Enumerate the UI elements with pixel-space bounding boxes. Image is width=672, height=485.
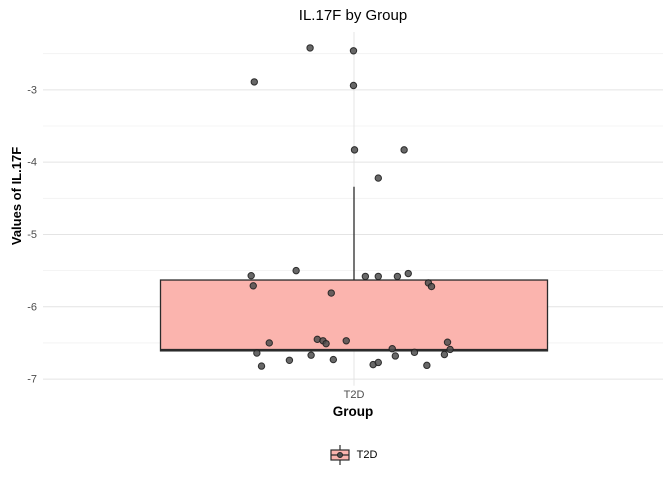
jitter-point — [250, 78, 258, 86]
jitter-point — [265, 339, 273, 347]
jitter-point — [374, 358, 382, 367]
jitter-point — [329, 355, 338, 364]
jitter-point — [292, 266, 300, 275]
jitter-point — [349, 81, 358, 90]
jitter-point — [400, 146, 408, 154]
jitter-point — [247, 271, 255, 280]
jitter-point — [327, 289, 335, 297]
jitter-point — [350, 146, 359, 154]
y-tick-label: -3 — [27, 84, 37, 96]
jitter-point — [393, 272, 402, 281]
legend: T2D — [0, 442, 672, 468]
legend-key-boxplot-glyph — [330, 445, 350, 465]
chart-title: IL.17F by Group — [298, 7, 408, 24]
jitter-point — [391, 352, 400, 360]
y-tick-label: -6 — [27, 301, 37, 313]
y-tick-label: -7 — [27, 374, 37, 386]
jitter-point — [374, 174, 382, 182]
y-tick-label: -5 — [27, 229, 37, 241]
jitter-point — [285, 356, 294, 364]
jitter-point — [404, 269, 412, 278]
jitter-point — [306, 44, 314, 52]
x-axis-title: Group — [332, 404, 374, 419]
jitter-point — [342, 337, 350, 345]
jitter-point — [249, 282, 257, 290]
jitter-point — [361, 272, 370, 281]
x-tick-label: T2D — [344, 389, 365, 401]
jitter-point — [388, 345, 396, 353]
jitter-point — [349, 47, 358, 55]
jitter-point — [253, 349, 261, 357]
legend-label: T2D — [356, 449, 378, 461]
y-tick-label: -4 — [27, 157, 37, 169]
jitter-point — [374, 272, 382, 281]
legend-glyph-point — [336, 451, 343, 458]
jitter-point — [440, 350, 449, 359]
jitter-point — [446, 345, 454, 354]
jitter-point — [427, 282, 436, 291]
jitter-point — [443, 338, 452, 346]
jitter-point — [257, 362, 266, 370]
jitter-point — [410, 348, 419, 357]
jitter-point — [322, 339, 330, 348]
jitter-point — [307, 351, 315, 359]
box — [159, 279, 549, 352]
jitter-point — [423, 361, 431, 370]
